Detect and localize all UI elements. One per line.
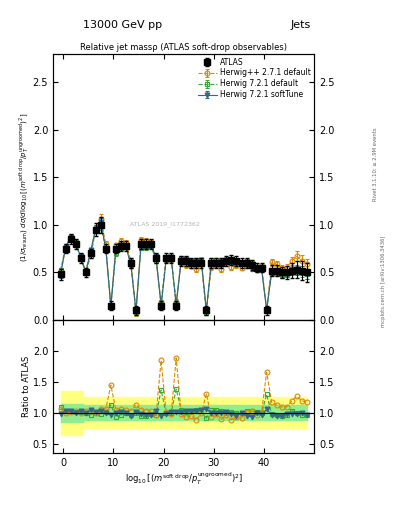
Y-axis label: Ratio to ATLAS: Ratio to ATLAS <box>22 356 31 417</box>
Text: Jets: Jets <box>290 20 310 31</box>
Text: mcplots.cern.ch [arXiv:1306.3436]: mcplots.cern.ch [arXiv:1306.3436] <box>381 236 386 327</box>
Legend: ATLAS, Herwig++ 2.7.1 default, Herwig 7.2.1 default, Herwig 7.2.1 softTune: ATLAS, Herwig++ 2.7.1 default, Herwig 7.… <box>196 56 312 101</box>
Y-axis label: $(1/\sigma_{\rm resum})$ $d\sigma/d\log_{10}$[$({m^{\rm soft\ drop}}/{p_T^{\rm u: $(1/\sigma_{\rm resum})$ $d\sigma/d\log_… <box>18 112 31 262</box>
Text: 13000 GeV pp: 13000 GeV pp <box>83 20 162 31</box>
Text: ATLAS 2019_I1772362: ATLAS 2019_I1772362 <box>130 221 200 227</box>
Title: Relative jet massρ (ATLAS soft-drop observables): Relative jet massρ (ATLAS soft-drop obse… <box>80 42 287 52</box>
Text: Rivet 3.1.10; ≥ 2.9M events: Rivet 3.1.10; ≥ 2.9M events <box>373 127 378 201</box>
X-axis label: $\log_{10}$[$(m^{\rm soft\ drop}/p_T^{\rm ungroomed})^2$]: $\log_{10}$[$(m^{\rm soft\ drop}/p_T^{\r… <box>125 471 243 487</box>
